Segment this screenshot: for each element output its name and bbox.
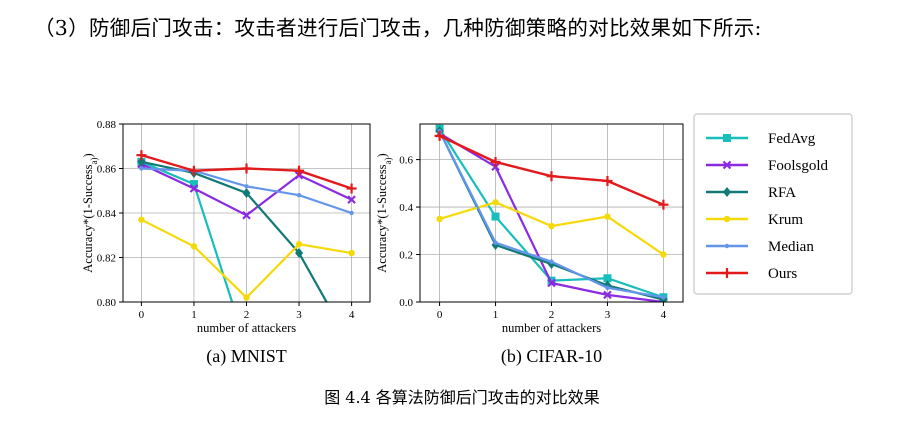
data-point-ours: [188, 165, 199, 176]
y-tick-label: 0.0: [399, 297, 413, 309]
data-point-median: [244, 184, 249, 189]
data-point-krum: [660, 251, 667, 258]
data-point-ours: [136, 150, 147, 161]
x-tick-label: 4: [349, 309, 355, 321]
data-point-krum: [348, 249, 355, 257]
panel-subtitle: (a) MNIST: [206, 346, 286, 367]
y-tick-label: 0.88: [97, 119, 117, 131]
x-tick-label: 3: [296, 309, 302, 321]
legend-item-median: Median: [706, 239, 814, 255]
legend-label: Foolsgold: [768, 158, 829, 174]
data-point-foolsgold: [189, 184, 199, 193]
chart-legend: FedAvg Foolsgold RFA Krum Median Ours: [693, 113, 853, 295]
y-tick-label: 0.4: [399, 202, 413, 214]
series-group: [434, 124, 669, 302]
data-point-ours: [602, 175, 613, 186]
data-point-median: [493, 240, 498, 245]
legend-box: [693, 113, 853, 295]
data-point-foolsgold: [242, 210, 251, 220]
data-point-fedavg: [491, 212, 500, 221]
data-point-fedavg: [603, 274, 612, 283]
x-tick-label: 2: [549, 309, 555, 321]
data-point-foolsgold: [347, 195, 356, 204]
y-tick-label: 0.2: [399, 250, 413, 262]
legend-marker: [723, 134, 731, 142]
data-point-median: [139, 166, 144, 171]
data-point-ours: [546, 171, 557, 182]
panel-mnist: 0 1 2 3 4 0.80 0.82 0.84 0.86 0.88 number of attac…: [81, 119, 371, 367]
legend-marker: [724, 243, 730, 249]
y-axis-label: Accuracy*(1-Successa)): [81, 153, 99, 272]
data-point-rfa: [137, 156, 146, 167]
legend-marker: [723, 187, 731, 197]
legend-label: FedAvg: [768, 131, 816, 147]
x-tick-label: 4: [661, 309, 667, 321]
data-point-median: [296, 193, 302, 198]
x-tick-label: 0: [437, 309, 443, 321]
data-point-rfa: [295, 248, 304, 259]
x-axis-label: number of attackers: [197, 321, 296, 335]
data-point-krum: [548, 222, 555, 230]
x-tick-label: 2: [244, 309, 250, 321]
legend-item-ours: Ours: [706, 266, 797, 282]
x-tick-label: 3: [605, 309, 611, 321]
y-tick-label: 0.80: [97, 297, 117, 309]
body-paragraph: （3）防御后门攻击：攻击者进行后门攻击，几种防御策略的对比效果如下所示:: [34, 16, 762, 40]
legend-label: Krum: [768, 212, 803, 228]
y-tick-label: 0.82: [97, 253, 116, 265]
data-point-median: [549, 259, 554, 264]
y-tick-label: 0.86: [97, 164, 117, 176]
x-tick-label: 1: [191, 309, 197, 321]
data-point-median: [661, 295, 666, 300]
panel-cifar10: 0 1 2 3 4 0.0 0.2 0.4 0.6 number of attackers Accu…: [375, 123, 684, 367]
data-point-fedavg: [189, 180, 198, 189]
figure-caption: 图 4.4 各算法防御后门攻击的对比效果: [324, 388, 600, 407]
data-point-rfa: [348, 342, 356, 352]
series-group: [136, 150, 357, 352]
legend-label: Ours: [768, 266, 797, 282]
data-point-krum: [604, 213, 611, 220]
data-point-ours: [241, 163, 252, 174]
data-point-krum: [295, 240, 303, 248]
y-tick-label: 0.84: [97, 208, 117, 220]
legend-item-rfa: RFA: [706, 185, 796, 201]
data-point-median: [605, 285, 610, 290]
data-point-krum: [190, 243, 198, 250]
legend-label: Median: [768, 239, 814, 255]
legend-item-krum: Krum: [706, 212, 803, 228]
panel-subtitle: (b) CIFAR-10: [501, 346, 602, 367]
data-point-foolsgold: [603, 290, 612, 300]
legend-item-fedavg: FedAvg: [706, 131, 816, 147]
data-point-ours: [490, 156, 501, 167]
y-tick-label: 0.6: [399, 155, 413, 167]
data-point-rfa: [242, 187, 251, 198]
data-point-ours: [346, 183, 357, 194]
data-point-ours: [658, 199, 669, 210]
legend-label: RFA: [768, 185, 796, 201]
y-axis-label: Accuracy*(1-Successa)): [375, 153, 393, 272]
legend-marker: [723, 215, 731, 223]
x-tick-label: 0: [139, 309, 145, 321]
x-axis-label: number of attackers: [502, 321, 601, 335]
legend-marker: [722, 268, 732, 278]
data-point-ours: [434, 130, 445, 141]
data-point-krum: [436, 215, 443, 223]
data-point-ours: [294, 165, 305, 176]
legend-item-foolsgold: Foolsgold: [706, 158, 829, 174]
data-point-median: [349, 210, 354, 216]
legend-marker: [722, 160, 732, 170]
data-point-foolsgold: [547, 278, 556, 288]
data-point-krum: [243, 294, 250, 301]
data-point-krum: [492, 199, 499, 206]
data-point-krum: [138, 216, 145, 223]
x-tick-label: 1: [493, 309, 499, 321]
